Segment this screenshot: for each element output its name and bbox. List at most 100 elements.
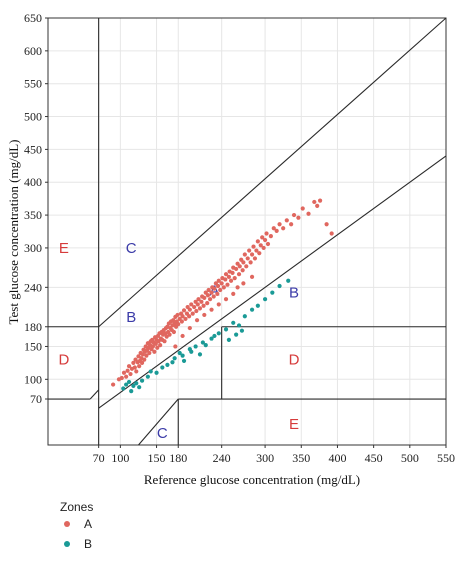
- data-point-a: [274, 228, 279, 233]
- data-point-a: [111, 382, 116, 387]
- data-point-b: [172, 356, 177, 361]
- data-point-b: [286, 278, 291, 283]
- data-point-a: [153, 341, 158, 346]
- legend-label-a: A: [84, 517, 93, 531]
- data-point-a: [215, 283, 221, 289]
- legend-item-a: A: [64, 517, 92, 531]
- legend-marker-a: [64, 521, 70, 527]
- data-point-b: [223, 327, 229, 332]
- data-point-a: [329, 231, 334, 236]
- legend-item-b: B: [64, 537, 92, 551]
- data-point-b: [137, 385, 142, 390]
- data-point-b: [145, 374, 150, 379]
- data-point-a: [306, 211, 311, 216]
- data-point-b: [216, 331, 221, 336]
- data-point-a: [296, 215, 301, 220]
- data-point-b: [242, 314, 247, 319]
- data-point-a: [187, 307, 192, 312]
- x-tick-label: 400: [328, 451, 346, 465]
- data-point-a: [158, 343, 163, 348]
- data-point-a: [144, 353, 149, 358]
- data-point-a: [162, 339, 167, 344]
- data-point-a: [264, 231, 269, 236]
- data-point-a: [183, 316, 188, 321]
- data-point-a: [221, 285, 226, 290]
- data-point-a: [252, 256, 258, 261]
- data-point-a: [228, 278, 234, 283]
- data-point-a: [251, 244, 256, 249]
- x-tick-label: 550: [437, 451, 455, 465]
- legend-label-b: B: [84, 537, 93, 551]
- data-point-b: [189, 349, 194, 354]
- data-point-a: [131, 360, 136, 365]
- x-tick-label: 180: [169, 451, 187, 465]
- data-point-a: [218, 287, 223, 293]
- data-point-a: [142, 357, 147, 362]
- data-point-a: [237, 264, 242, 269]
- data-point-b: [134, 381, 139, 386]
- data-point-b: [180, 353, 185, 358]
- zone-boundary-line: [138, 398, 179, 446]
- data-point-a: [289, 222, 294, 227]
- data-point-a: [249, 274, 255, 279]
- data-point-a: [194, 318, 200, 323]
- data-point-b: [131, 383, 136, 388]
- data-point-b: [270, 290, 275, 295]
- data-point-a: [179, 319, 184, 324]
- y-axis-ticks: 70 100 150 180 240 300 350 400 450 500 550 600 650: [24, 11, 48, 406]
- data-point-a: [241, 260, 246, 265]
- data-point-b: [177, 350, 182, 356]
- zone-labels: E C B A B D D C E: [58, 240, 299, 442]
- data-point-a: [125, 368, 130, 373]
- data-point-a: [254, 248, 259, 253]
- data-point-a: [209, 307, 214, 312]
- y-tick-label: 100: [24, 372, 42, 386]
- x-tick-label: 150: [148, 451, 166, 465]
- data-point-a: [176, 322, 181, 327]
- data-point-a: [134, 369, 139, 374]
- data-point-a: [173, 344, 178, 349]
- data-point-a: [202, 295, 207, 300]
- zone-label-e: E: [289, 416, 299, 433]
- data-point-a: [277, 222, 282, 227]
- y-tick-label: 400: [24, 175, 42, 189]
- data-point-b: [165, 362, 170, 367]
- data-point-a: [195, 302, 200, 307]
- data-point-a: [317, 198, 323, 203]
- data-point-b: [148, 369, 153, 374]
- x-tick-label: 240: [213, 451, 231, 465]
- data-point-a: [258, 243, 263, 248]
- data-point-a: [201, 303, 206, 308]
- data-point-a: [271, 226, 276, 231]
- data-point-a: [245, 256, 250, 261]
- data-point-a: [281, 226, 286, 231]
- legend-title: Zones: [60, 500, 94, 514]
- data-point-a: [190, 311, 195, 316]
- data-point-a: [124, 374, 129, 379]
- data-point-a: [206, 287, 211, 293]
- x-tick-label: 70: [93, 451, 105, 465]
- data-point-a: [219, 281, 224, 286]
- data-point-a: [255, 239, 260, 244]
- data-point-b: [200, 340, 205, 345]
- y-tick-label: 500: [24, 110, 42, 124]
- y-tick-label: 150: [24, 339, 42, 353]
- data-point-a: [262, 237, 268, 243]
- data-point-a: [192, 304, 197, 310]
- data-point-a: [244, 264, 249, 269]
- data-point-a: [150, 344, 156, 349]
- data-point-b: [160, 365, 165, 370]
- data-point-b: [203, 343, 208, 348]
- data-point-a: [265, 241, 271, 247]
- data-point-b: [170, 360, 175, 365]
- data-point-a: [189, 302, 194, 307]
- data-point-a: [230, 270, 235, 275]
- y-tick-label: 650: [24, 11, 42, 25]
- data-point-a: [180, 333, 185, 339]
- data-point-a: [147, 350, 152, 356]
- data-point-b: [249, 307, 255, 312]
- data-point-a: [236, 272, 242, 277]
- data-point-a: [181, 308, 187, 313]
- data-point-a: [212, 286, 217, 291]
